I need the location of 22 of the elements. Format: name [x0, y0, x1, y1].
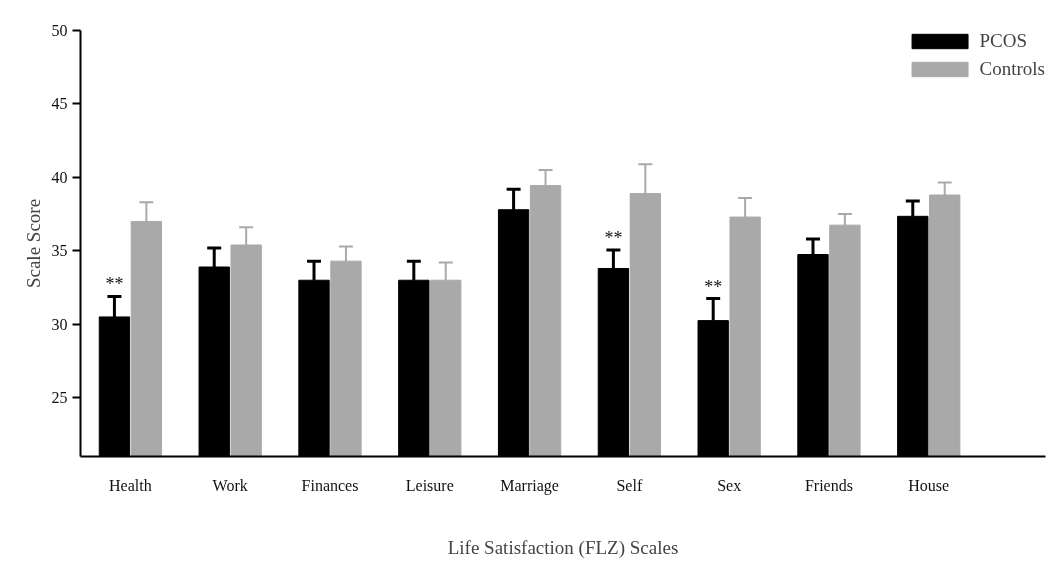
annotation: ** — [604, 228, 623, 249]
annotation: ** — [704, 276, 723, 297]
legend-label: PCOS — [979, 30, 1028, 52]
y-tick-label: 50 — [51, 22, 68, 39]
y-axis-title: Scale Score — [22, 198, 44, 289]
legend-label: Controls — [979, 58, 1045, 80]
y-tick-label: 35 — [51, 242, 68, 260]
x-tick-label: Finances — [301, 476, 359, 494]
x-tick-label: House — [908, 476, 950, 494]
y-tick-label: 45 — [51, 95, 68, 113]
x-tick-label: Self — [616, 476, 643, 494]
y-tick-label: 40 — [51, 168, 68, 186]
x-tick-label: Health — [109, 476, 152, 494]
y-tick-label: 25 — [51, 389, 68, 407]
x-axis-title: Life Satisfaction (FLZ) Scales — [447, 536, 679, 559]
x-tick-label: Work — [212, 476, 248, 494]
x-tick-label: Friends — [804, 476, 853, 494]
annotation: ** — [105, 274, 124, 295]
y-tick-label: 30 — [51, 315, 68, 333]
x-tick-label: Leisure — [405, 476, 454, 494]
x-tick-label: Marriage — [500, 476, 559, 495]
x-tick-label: Sex — [717, 476, 742, 494]
